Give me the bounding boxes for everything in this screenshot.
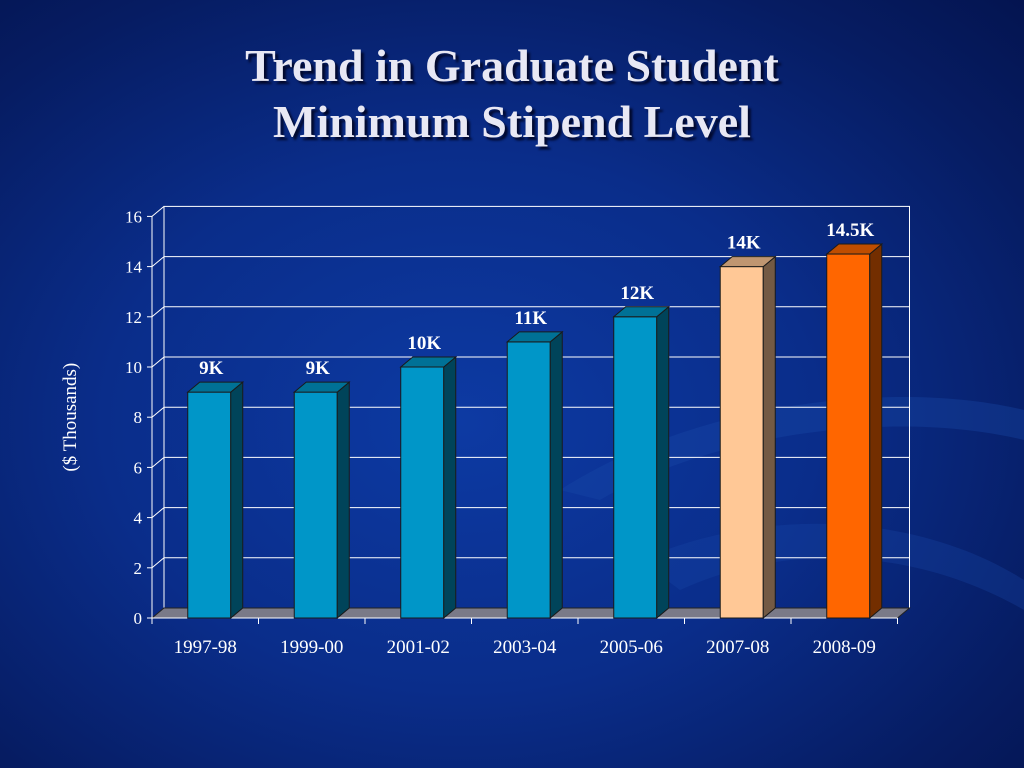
bar-2001-02 [399,355,458,620]
bar-2008-09 [825,242,884,620]
bar-side [336,381,350,620]
bar-top [612,306,671,318]
bar-2005-06 [612,305,671,620]
x-tick-label: 2005-06 [600,637,663,658]
bar-top [825,243,884,255]
bar-top [292,381,351,393]
slide-title-line-2: Minimum Stipend Level [273,96,751,147]
y-tick-label: 8 [134,408,143,427]
bar-top [399,356,458,368]
data-label: 14.5K [826,220,874,241]
bar-front [187,391,232,619]
bar-front [613,316,658,619]
y-tick-label: 4 [134,509,143,528]
x-tick-label: 2003-04 [493,637,557,658]
gridline-side [151,457,165,468]
gridline-side [151,256,165,267]
bar-front [293,391,338,619]
bar-2007-08 [718,255,777,620]
x-tick-label: 1997-98 [174,637,237,658]
data-label: 11K [514,308,547,329]
y-axis-label: ($ Thousands) [60,363,81,472]
y-tick-label: 16 [125,207,142,226]
bar-top [505,331,564,343]
bar-front [400,366,445,619]
slide-title-line-1: Trend in Graduate Student [245,40,779,91]
bar-side [549,330,563,620]
x-tick-label: 1999-00 [280,637,343,658]
gridline-side [151,406,165,418]
x-tick-label: 2008-09 [813,637,876,658]
bar-side [869,242,883,620]
data-label: 9K [306,358,331,379]
data-label: 10K [407,333,441,354]
x-tick-label: 2001-02 [387,637,450,658]
x-tick-label: 2007-08 [706,637,769,658]
bar-top [186,381,245,393]
bar-2003-04 [505,330,564,620]
slide-title: Trend in Graduate Student Minimum Stipen… [0,38,1024,150]
bar-1999-00 [292,381,351,620]
data-label: 12K [620,283,654,304]
bar-side [762,255,776,620]
y-tick-label: 6 [134,458,143,477]
bar-top [718,256,777,268]
y-tick-label: 10 [125,358,142,377]
gridline-side [151,306,165,318]
gridline-side [151,507,165,518]
y-tick-label: 12 [125,308,142,327]
bar-side [230,381,244,620]
bar-front [506,341,551,619]
data-label: 9K [199,358,224,379]
bar-front [826,253,871,619]
y-tick-label: 0 [134,609,143,628]
y-tick-label: 14 [125,258,143,277]
bar-side [656,305,670,620]
bar-front [719,266,764,619]
gridline-side [151,557,165,569]
gridline-side [151,206,165,217]
gridline-side [151,356,165,368]
y-tick-label: 2 [134,559,143,578]
data-label: 14K [727,233,761,254]
bar-1997-98 [186,381,245,620]
bar-side [443,355,457,620]
